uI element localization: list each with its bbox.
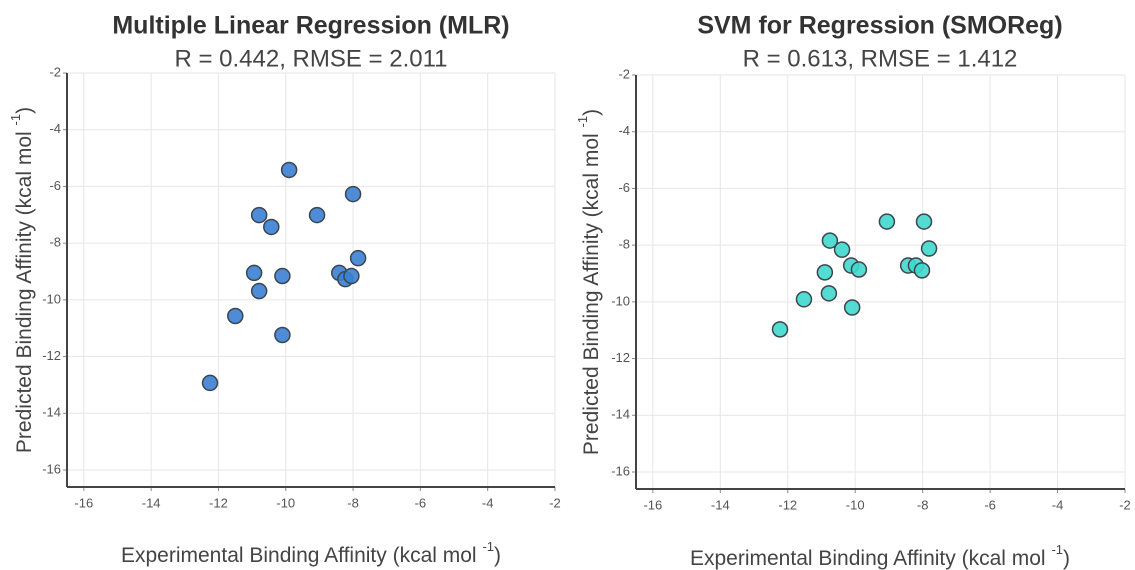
y-tick-label: -12	[42, 348, 61, 363]
point	[201, 374, 219, 392]
point	[878, 213, 896, 230]
chart: SVM for Regression (SMOReg) R = 0.613, RM…	[575, 12, 1130, 570]
point	[771, 321, 789, 338]
x-tick-label: -10	[846, 497, 865, 512]
point	[816, 264, 834, 281]
y-tick-label: -4	[49, 121, 61, 136]
x-tick-label: -14	[142, 495, 161, 510]
x-tick-label: -10	[276, 495, 295, 510]
point	[795, 291, 813, 308]
point	[250, 282, 268, 300]
label-text: )	[13, 107, 36, 114]
point	[250, 206, 268, 224]
y-tick-label: -14	[611, 407, 630, 422]
x-tick-label: -12	[778, 497, 797, 512]
label-text: )	[580, 109, 603, 116]
label-text: )	[1063, 547, 1070, 570]
y-axis-label: Predicted Binding Affinity (kcal mol -1)	[575, 109, 602, 455]
x-tick-label: -2	[1119, 497, 1131, 512]
x-tick-label: -4	[1052, 497, 1064, 512]
label-superscript: -1	[1051, 542, 1063, 557]
y-tick-label: -8	[618, 237, 630, 252]
label-text: Predicted Binding Affinity (kcal mol	[13, 125, 36, 453]
point	[913, 262, 931, 279]
chart: Multiple Linear Regression (MLR) R = 0.44…	[8, 12, 560, 567]
x-tick-label: -8	[347, 495, 359, 510]
y-tick-label: -2	[49, 64, 61, 79]
y-tick-label: -2	[618, 66, 630, 81]
point	[274, 267, 291, 285]
point	[850, 261, 868, 278]
x-tick-label: -12	[209, 495, 228, 510]
point	[280, 161, 298, 179]
chart-subtitle: R = 0.442, RMSE = 2.011	[174, 45, 447, 72]
y-tick-label: -8	[49, 235, 61, 250]
point	[274, 326, 291, 344]
point	[833, 241, 851, 258]
y-tick-label: -4	[618, 123, 630, 138]
label-text: Experimental Binding Affinity (kcal mol	[690, 547, 1051, 570]
label-text: Experimental Binding Affinity (kcal mol	[121, 544, 482, 567]
x-tick-label: -16	[643, 497, 662, 512]
x-tick-label: -4	[482, 495, 494, 510]
y-tick-label: -16	[611, 463, 630, 478]
x-tick-label: -2	[549, 495, 561, 510]
y-tick-label: -12	[611, 350, 630, 365]
x-tick-label: -6	[984, 497, 996, 512]
x-axis-label: Experimental Binding Affinity (kcal mol …	[121, 539, 501, 566]
label-superscript: -1	[482, 539, 494, 554]
x-tick-label: -16	[74, 495, 93, 510]
point	[915, 213, 933, 230]
x-tick-label: -14	[711, 497, 730, 512]
x-axis-label: Experimental Binding Affinity (kcal mol …	[690, 542, 1070, 569]
y-tick-label: -14	[42, 405, 61, 420]
label-superscript: -1	[8, 114, 23, 126]
chart-subtitle: R = 0.613, RMSE = 1.412	[743, 45, 1018, 72]
chart-title: SVM for Regression (SMOReg)	[697, 12, 1062, 40]
point	[263, 218, 280, 236]
label-text: Predicted Binding Affinity (kcal mol	[580, 127, 603, 455]
point	[821, 232, 839, 249]
point	[227, 307, 244, 325]
y-tick-label: -6	[618, 180, 630, 195]
point	[920, 240, 938, 257]
point	[308, 206, 326, 224]
point	[843, 299, 861, 316]
label-superscript: -1	[575, 116, 590, 128]
y-tick-label: -6	[49, 178, 61, 193]
y-tick-label: -16	[42, 461, 61, 476]
label-text: )	[494, 544, 501, 567]
point	[344, 185, 362, 203]
y-tick-label: -10	[42, 291, 61, 306]
point	[245, 264, 263, 282]
chart-title: Multiple Linear Regression (MLR)	[112, 12, 509, 40]
point	[820, 285, 838, 302]
y-axis-label: Predicted Binding Affinity (kcal mol -1)	[8, 107, 35, 453]
point	[343, 267, 360, 285]
x-tick-label: -8	[917, 497, 929, 512]
point	[349, 249, 367, 267]
y-tick-label: -10	[611, 293, 630, 308]
x-tick-label: -6	[415, 495, 427, 510]
